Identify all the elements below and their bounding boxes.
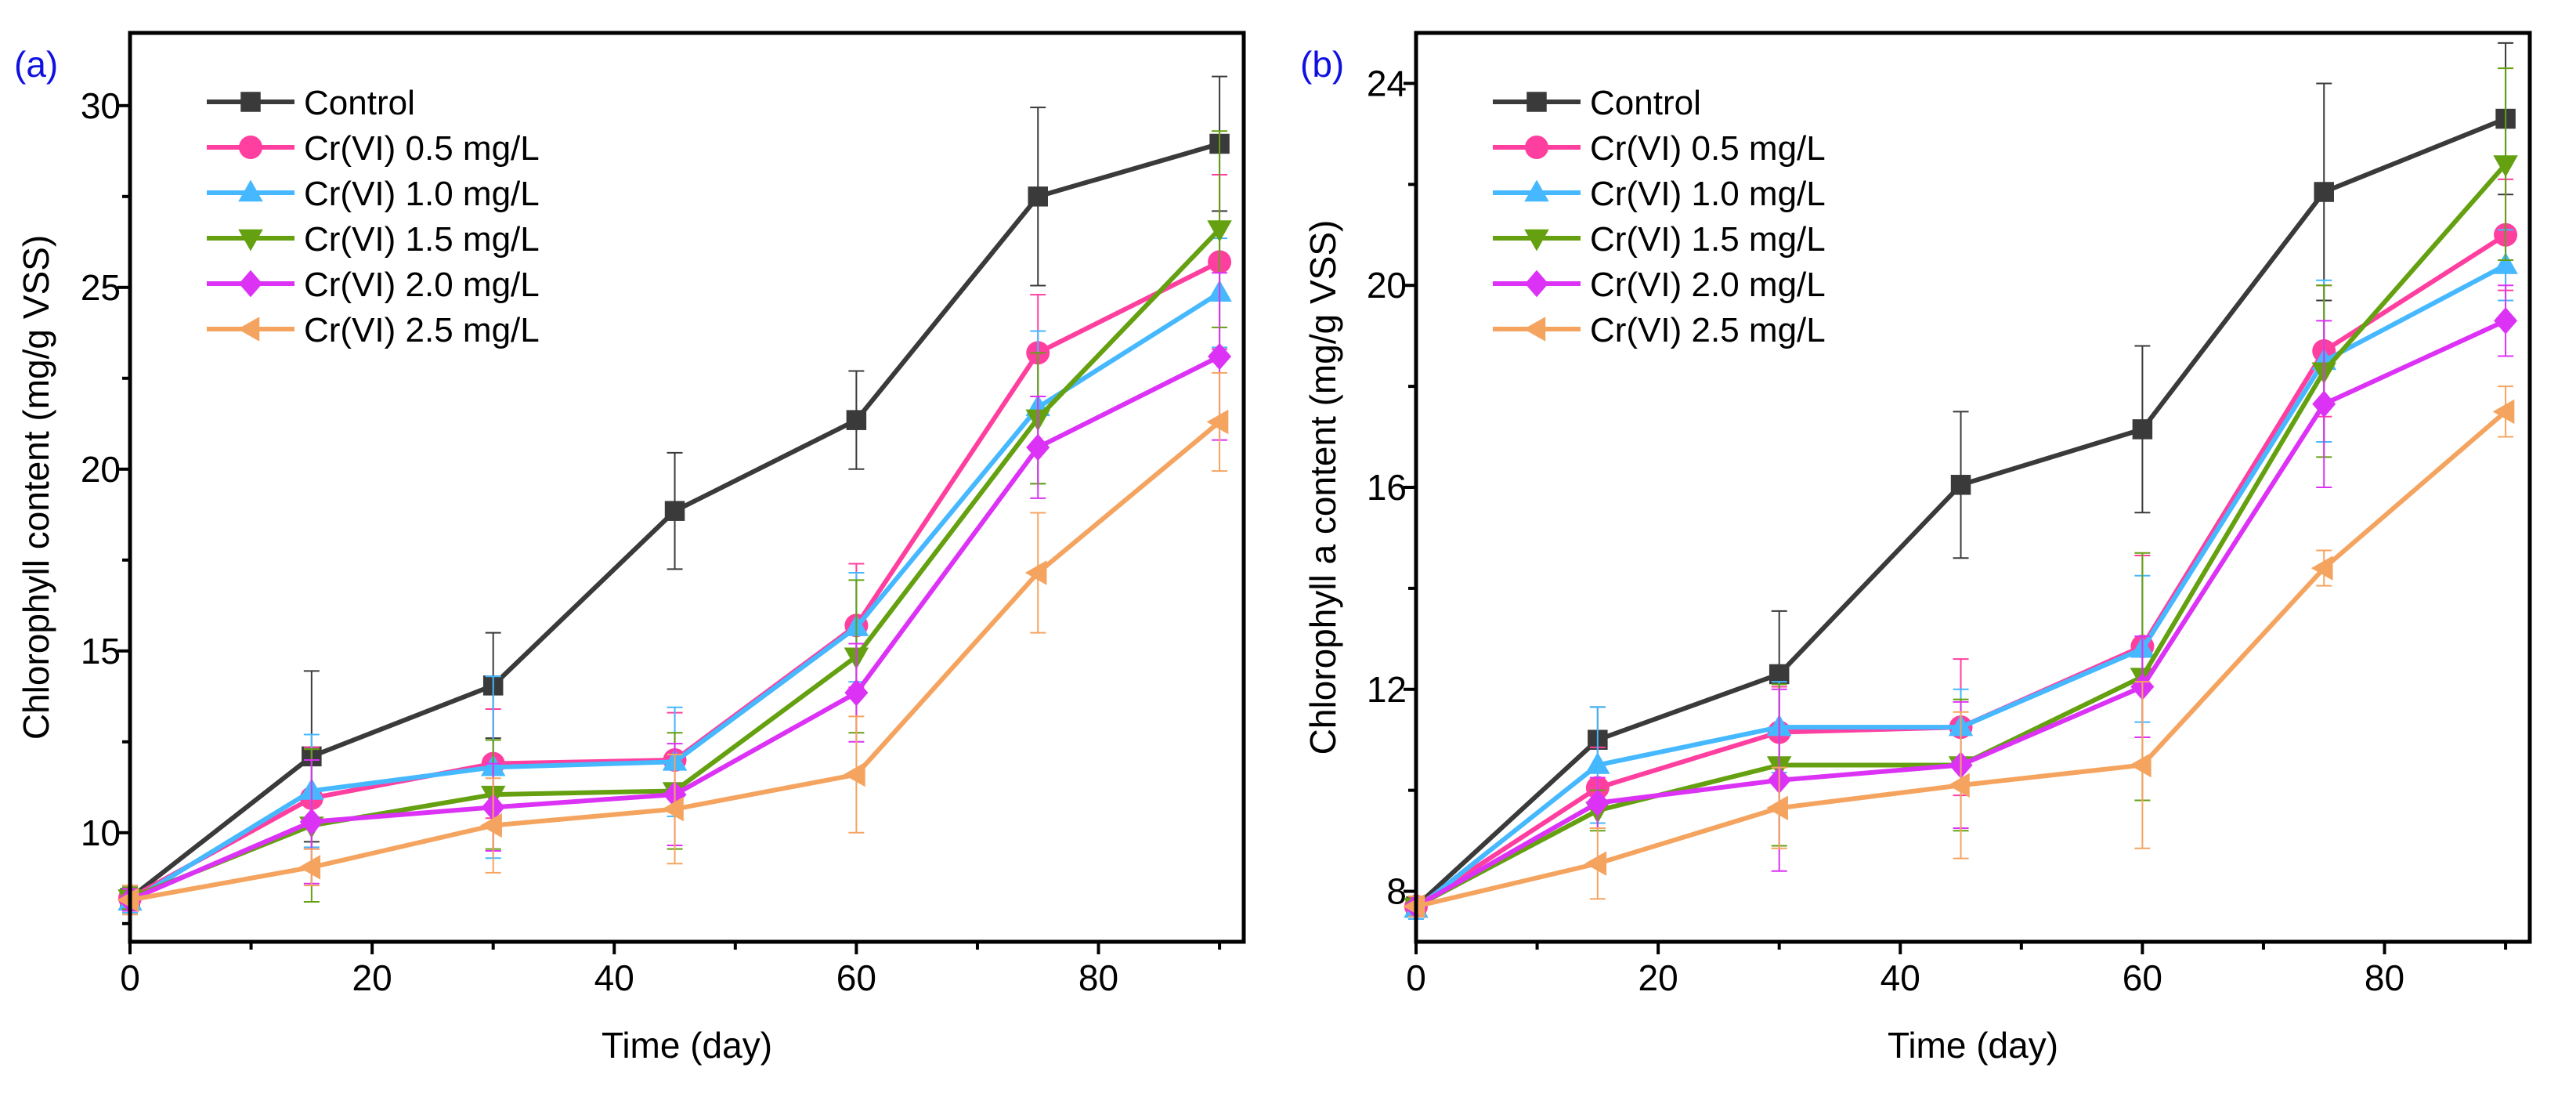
legend-marker: [1525, 136, 1548, 159]
data-point: [2132, 419, 2153, 440]
y-tick-label: 30: [81, 85, 121, 126]
plot-frame: [128, 31, 1246, 944]
x-tick-label: 0: [120, 957, 140, 998]
legend-marker: [238, 179, 263, 202]
y-tick-label: 20: [1367, 265, 1407, 306]
legend-label: Cr(VI) 2.0 mg/L: [304, 266, 540, 304]
y-tick-label: 24: [1367, 63, 1407, 103]
legend-marker: [1524, 179, 1549, 202]
x-tick-label: 80: [2365, 957, 2404, 998]
data-point: [299, 808, 323, 836]
data-point: [117, 887, 139, 913]
data-point: [1948, 773, 1970, 798]
y-tick-label: 20: [81, 449, 121, 490]
series-cr-vi-2-5-mg-l: [1403, 385, 2515, 919]
data-point: [1024, 560, 1047, 585]
data-point: [1207, 220, 1232, 243]
legend-label: Cr(VI) 1.5 mg/L: [304, 220, 540, 259]
series-cr-vi-2-5-mg-l: [117, 371, 1229, 916]
data-point: [2494, 307, 2518, 335]
legend-marker: [240, 92, 261, 112]
x-tick-label: 0: [1406, 957, 1426, 998]
panel-a: (a) Time (day) Chlorophyll content (mg/g…: [14, 31, 1246, 1066]
data-point: [2129, 752, 2151, 778]
legend-marker: [239, 136, 262, 159]
legend-marker: [1525, 270, 1548, 298]
legend-marker: [1524, 229, 1549, 252]
panel-label: (a): [14, 44, 58, 85]
data-point: [2310, 556, 2333, 581]
panel-b: (b) Time (day) Chlorophyll a content (mg…: [1300, 31, 2532, 1066]
y-tick-label: 10: [81, 813, 121, 853]
x-axis-title: Time (day): [1888, 1025, 2058, 1066]
data-point: [2493, 252, 2518, 274]
data-point: [2314, 182, 2334, 202]
y-tick-label: 16: [1367, 467, 1407, 508]
legend-marker: [1523, 317, 1546, 342]
data-point: [1585, 789, 1610, 817]
x-tick-label: 40: [594, 957, 634, 998]
y-tick-label: 25: [81, 267, 121, 308]
x-tick-label: 20: [352, 957, 392, 998]
legend-label: Cr(VI) 1.0 mg/L: [304, 175, 540, 213]
x-tick-label: 60: [2123, 957, 2162, 998]
data-point: [1026, 433, 1050, 461]
data-point: [298, 855, 321, 880]
x-tick-label: 60: [836, 957, 876, 998]
data-point: [1208, 342, 1232, 371]
data-point: [846, 410, 867, 430]
data-point: [1206, 409, 1229, 435]
legend-label: Control: [304, 84, 415, 122]
legend-marker: [238, 229, 263, 252]
data-point: [662, 796, 684, 822]
y-axis-title: Chlorophyll a content (mg/g VSS): [1302, 220, 1343, 755]
data-point: [2492, 399, 2515, 425]
legend-label: Cr(VI) 2.0 mg/L: [1590, 266, 1826, 304]
legend-label: Cr(VI) 1.5 mg/L: [1590, 220, 1826, 259]
data-point: [1769, 664, 1790, 685]
legend-label: Cr(VI) 2.5 mg/L: [1590, 311, 1826, 349]
legend-label: Cr(VI) 0.5 mg/L: [304, 129, 540, 168]
x-tick-label: 20: [1638, 957, 1678, 998]
data-point: [1403, 894, 1425, 919]
data-point: [843, 762, 865, 787]
data-point: [1584, 851, 1607, 876]
data-point: [1950, 475, 1971, 495]
plot-frame: [1414, 31, 2532, 944]
y-tick-label: 8: [1386, 871, 1407, 912]
x-tick-label: 80: [1078, 957, 1118, 998]
legend-label: Cr(VI) 2.5 mg/L: [304, 311, 540, 349]
legend-label: Cr(VI) 1.0 mg/L: [1590, 175, 1826, 213]
y-tick-label: 12: [1367, 669, 1407, 710]
y-axis-title: Chlorophyll content (mg/g VSS): [16, 235, 56, 740]
legend-marker: [239, 270, 262, 298]
legend-label: Cr(VI) 0.5 mg/L: [1590, 129, 1826, 168]
data-point: [664, 501, 685, 521]
data-point: [2312, 390, 2336, 418]
data-point: [2493, 155, 2518, 178]
data-point: [844, 679, 869, 707]
data-point: [1028, 186, 1048, 207]
panel-label: (b): [1300, 44, 1344, 85]
legend-marker: [237, 317, 260, 342]
x-tick-label: 40: [1881, 957, 1920, 998]
y-tick-label: 15: [81, 631, 121, 671]
data-point: [1766, 795, 1788, 820]
x-axis-title: Time (day): [602, 1025, 772, 1066]
data-point: [480, 813, 502, 838]
legend-marker: [1526, 92, 1547, 112]
data-point: [1585, 751, 1610, 774]
legend-label: Control: [1590, 84, 1701, 122]
